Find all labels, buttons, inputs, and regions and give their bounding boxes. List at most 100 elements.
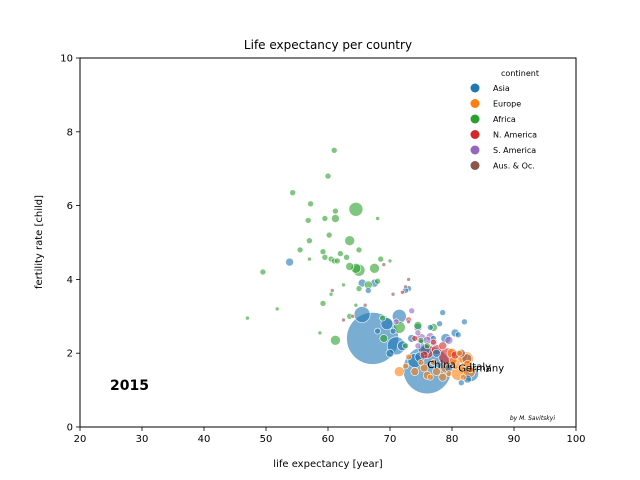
data-point-africa xyxy=(304,217,312,224)
data-point-africa xyxy=(319,248,327,255)
data-point-asia xyxy=(426,324,434,331)
data-point-n-america xyxy=(400,289,405,295)
plot-area xyxy=(245,147,479,395)
data-point-n-america xyxy=(419,350,429,360)
legend-marker xyxy=(470,130,480,139)
data-point-s-america xyxy=(406,319,411,325)
data-point-asia xyxy=(461,318,468,326)
data-point-africa xyxy=(379,334,389,343)
x-tick-label: 100 xyxy=(566,434,585,445)
data-point-s-america xyxy=(392,318,400,326)
data-point-africa xyxy=(324,172,332,180)
data-point-europe xyxy=(393,366,405,377)
y-axis-label: fertility rate [child] xyxy=(34,195,45,289)
y-tick-label: 8 xyxy=(67,127,73,138)
data-point-aus-oc xyxy=(350,313,356,319)
data-point-asia xyxy=(432,348,441,358)
chart-title: Life expectancy per country xyxy=(244,38,412,52)
x-tick-label: 40 xyxy=(198,434,211,445)
data-point-aus-oc xyxy=(329,288,335,293)
y-tick-label: 6 xyxy=(67,201,73,212)
data-point-europe xyxy=(419,363,429,373)
data-point-africa xyxy=(331,214,340,223)
data-point-aus-oc xyxy=(403,284,408,290)
data-point-africa xyxy=(333,257,341,265)
data-point-s-america xyxy=(408,307,416,315)
data-point-asia xyxy=(436,320,443,328)
data-point-europe xyxy=(426,373,434,381)
data-point-n-america xyxy=(430,338,437,346)
data-point-n-america xyxy=(411,335,419,342)
data-point-africa xyxy=(413,321,423,330)
data-point-asia xyxy=(389,327,397,335)
data-point-africa xyxy=(345,262,355,271)
data-point-aus-oc xyxy=(362,302,368,308)
data-point-africa xyxy=(274,306,280,312)
data-point-asia xyxy=(457,379,465,387)
data-point-europe xyxy=(405,353,412,361)
data-point-europe xyxy=(456,349,463,357)
x-axis: 20 30 40 50 60 70 80 90 100 xyxy=(74,427,586,445)
data-point-africa xyxy=(355,246,363,254)
legend-label: Africa xyxy=(493,115,516,124)
data-point-aus-oc xyxy=(341,317,346,323)
x-tick-label: 30 xyxy=(136,434,149,445)
data-point-asia xyxy=(285,257,294,267)
y-axis: 0 2 4 6 8 10 xyxy=(60,54,80,434)
data-point-aus-oc xyxy=(390,291,396,297)
x-tick-label: 80 xyxy=(446,434,459,445)
legend-label: Asia xyxy=(493,84,510,93)
data-point-africa xyxy=(321,215,329,222)
data-point-africa xyxy=(374,277,381,285)
data-point-africa xyxy=(259,268,267,276)
data-point-africa xyxy=(348,202,364,217)
data-point-europe xyxy=(417,359,425,366)
data-point-africa xyxy=(289,189,297,196)
data-point-asia xyxy=(439,309,447,316)
data-point-africa xyxy=(417,336,425,344)
data-point-europe xyxy=(467,366,474,374)
data-point-europe xyxy=(430,359,437,366)
data-point-africa xyxy=(317,330,323,336)
data-point-europe xyxy=(463,359,472,369)
credit-text: by M. Savitskyi xyxy=(510,415,555,422)
country-label-germany: Germany xyxy=(458,364,504,375)
data-point-aus-oc xyxy=(381,262,387,267)
data-point-europe xyxy=(410,367,420,376)
data-point-africa xyxy=(325,231,333,239)
data-point-europe xyxy=(445,370,453,377)
data-point-asia xyxy=(364,287,372,294)
data-point-africa xyxy=(423,342,431,350)
x-tick-label: 70 xyxy=(384,434,397,445)
country-label-china: China xyxy=(427,360,456,371)
data-point-s-america xyxy=(414,329,422,337)
data-point-africa xyxy=(377,255,385,263)
data-point-europe xyxy=(459,373,467,381)
data-point-africa xyxy=(319,300,327,307)
data-point-asia xyxy=(454,331,462,339)
year-label: 2015 xyxy=(110,378,149,394)
data-point-africa xyxy=(330,147,338,154)
data-point-africa xyxy=(344,235,356,246)
data-point-africa xyxy=(379,314,386,322)
data-point-africa xyxy=(328,291,334,297)
legend-marker xyxy=(470,114,480,124)
legend-marker xyxy=(470,83,480,93)
y-tick-label: 0 xyxy=(67,423,73,434)
data-point-asia xyxy=(385,348,395,358)
data-point-africa xyxy=(341,282,346,288)
legend-label: S. America xyxy=(493,146,536,155)
x-tick-label: 50 xyxy=(260,434,273,445)
legend-label: Aus. & Oc. xyxy=(493,162,535,171)
data-point-africa xyxy=(375,216,380,221)
data-point-africa xyxy=(296,246,304,254)
x-tick-label: 90 xyxy=(508,434,521,445)
data-point-s-america xyxy=(414,342,422,350)
data-point-africa xyxy=(306,237,313,244)
data-point-asia xyxy=(374,327,381,335)
data-point-africa xyxy=(353,302,359,308)
legend: continent Asia Europe Africa N. America S. A… xyxy=(470,69,539,171)
data-point-africa xyxy=(343,253,350,261)
